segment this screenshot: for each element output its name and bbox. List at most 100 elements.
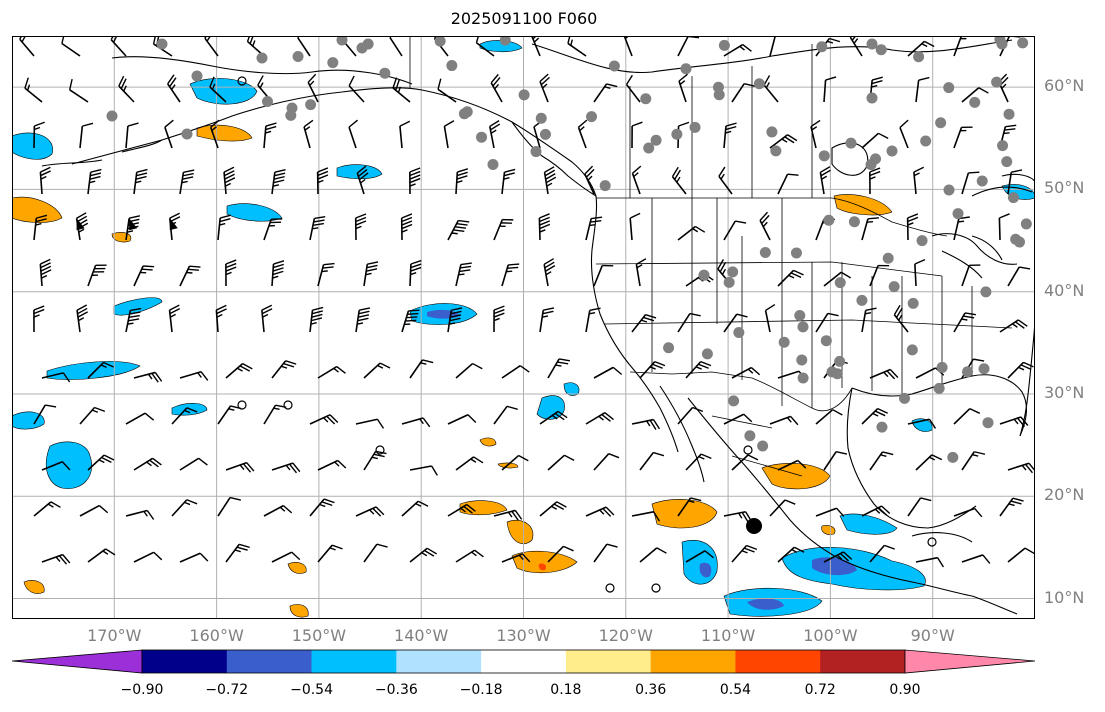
wind-barb: [355, 418, 385, 429]
wind-barb: [409, 167, 421, 195]
wind-barb: [906, 213, 919, 241]
wind-barb: [723, 413, 753, 425]
colorbar-tick-label: 0.18: [550, 682, 582, 698]
wind-barb: [87, 454, 115, 471]
coastline-canada-north: [531, 39, 1013, 74]
station-marker: [727, 266, 739, 278]
wind-barb: [271, 551, 301, 563]
colorbar-segment: [481, 650, 567, 673]
wind-barb: [125, 215, 141, 241]
wind-barb: [317, 544, 343, 563]
wind-barb: [723, 122, 737, 149]
station-marker: [888, 281, 900, 293]
station-marker: [982, 417, 994, 429]
wind-barb: [168, 304, 181, 333]
calm-wind-circles: [237, 76, 937, 593]
station-marker: [1007, 192, 1019, 204]
wind-barb: [356, 165, 369, 195]
wind-barb: [41, 553, 71, 565]
shaded-region: [289, 604, 309, 618]
colorbar-tick-label: 0.54: [719, 682, 752, 698]
station-marker: [356, 42, 368, 54]
lon-label: 140°W: [394, 626, 449, 645]
wind-barb: [585, 506, 615, 517]
station-marker: [866, 92, 878, 104]
station-marker: [997, 140, 1009, 152]
shaded-region: [651, 499, 718, 529]
station-marker: [962, 366, 974, 378]
station-marker: [1014, 236, 1026, 248]
wind-barb: [810, 119, 821, 149]
wind-barb: [547, 454, 575, 471]
wind-barb: [685, 453, 712, 471]
station-marker: [913, 51, 925, 63]
wind-barb: [87, 361, 114, 379]
station-marker: [766, 126, 778, 138]
station-marker: [1017, 37, 1029, 49]
anomaly-shading-layer: [12, 40, 1035, 618]
map-canvas: [12, 36, 1035, 619]
station-marker: [797, 321, 809, 333]
shaded-region: [511, 550, 578, 574]
station-marker: [935, 117, 947, 129]
station-marker: [680, 63, 692, 75]
wind-barb: [223, 166, 236, 195]
wind-barb: [777, 459, 807, 471]
wind-barb: [354, 213, 367, 241]
wind-barb: [769, 36, 777, 57]
station-marker: [698, 269, 710, 281]
wind-barb: [488, 120, 501, 149]
station-marker: [663, 342, 675, 354]
wind-barb: [1007, 169, 1023, 195]
map-title: 2025091100 F060: [450, 9, 598, 28]
wind-barb: [501, 454, 529, 471]
station-marker: [969, 96, 981, 108]
coastline-mexico-east: [846, 387, 977, 529]
wind-barb: [953, 408, 981, 425]
wind-barb: [731, 454, 759, 471]
wind-barb: [501, 168, 516, 195]
wind-barb: [133, 371, 163, 383]
wind-barb: [33, 305, 45, 333]
calm-circle: [927, 537, 937, 547]
station-marker: [305, 99, 317, 111]
wind-barb: [400, 213, 413, 241]
wind-barb: [861, 407, 888, 425]
wind-barb: [179, 457, 208, 471]
wind-barb: [635, 258, 647, 287]
station-marker: [487, 159, 499, 171]
wind-barb: [363, 362, 391, 379]
wind-barb: [309, 414, 339, 425]
wind-barb: [401, 500, 429, 517]
station-marker: [845, 137, 857, 149]
wind-barb: [68, 78, 89, 103]
station-marker: [882, 252, 894, 264]
wind-barb: [1007, 547, 1035, 563]
shaded-region: [747, 598, 784, 610]
wind-barb: [593, 366, 623, 379]
wind-barb: [87, 168, 102, 195]
wind-barb: [501, 263, 520, 287]
station-marker: [943, 82, 955, 94]
wind-barb: [677, 312, 701, 333]
wind-barb: [263, 404, 287, 425]
border-provinces: [629, 44, 813, 198]
station-marker: [770, 145, 782, 157]
station-marker: [701, 348, 713, 360]
coastline-aleutians: [41, 139, 163, 167]
wind-barb: [317, 365, 346, 379]
station-marker: [671, 128, 683, 140]
wind-barb: [731, 366, 761, 379]
station-marker: [476, 131, 488, 143]
lon-label: 160°W: [189, 626, 244, 645]
wind-barb: [678, 73, 688, 103]
wind-barb: [953, 126, 973, 149]
wind-barb: [593, 453, 620, 471]
coastline-west-us: [590, 195, 679, 453]
wind-barb: [631, 165, 642, 195]
wind-barb: [41, 372, 71, 383]
station-marker: [530, 146, 542, 158]
wind-barb: [723, 43, 752, 57]
wind-barb: [671, 166, 687, 195]
coastline-central-am: [971, 595, 1018, 615]
